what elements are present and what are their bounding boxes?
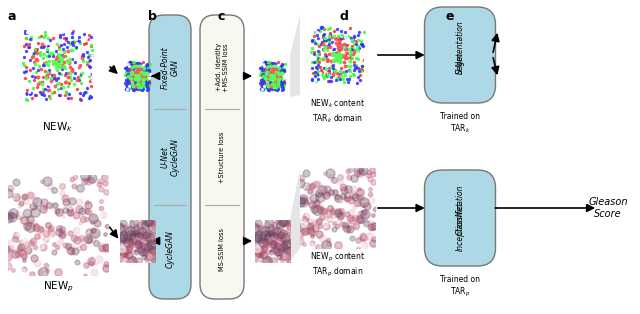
Text: Classification: Classification <box>456 185 465 235</box>
FancyBboxPatch shape <box>424 170 495 266</box>
Text: +Add. identity
+MS-SSIM loss: +Add. identity +MS-SSIM loss <box>216 43 228 92</box>
Text: Trained on
TAR$_p$: Trained on TAR$_p$ <box>440 275 480 299</box>
Text: Fixed-Point
GAN: Fixed-Point GAN <box>160 46 180 89</box>
Polygon shape <box>290 168 300 262</box>
Text: Trained on
TAR$_k$: Trained on TAR$_k$ <box>440 112 480 135</box>
Text: NEW$_k$: NEW$_k$ <box>42 120 74 134</box>
Text: Gleason
Score: Gleason Score <box>588 197 628 219</box>
Text: NEW$_p$ content
TAR$_p$ domain: NEW$_p$ content TAR$_p$ domain <box>310 251 365 279</box>
Text: e: e <box>445 10 454 23</box>
Text: MS-SSIM loss: MS-SSIM loss <box>219 228 225 271</box>
Text: +Structure loss: +Structure loss <box>219 131 225 183</box>
Text: NEW$_p$: NEW$_p$ <box>42 280 74 295</box>
Text: CycleGAN: CycleGAN <box>166 230 175 268</box>
Polygon shape <box>290 15 300 97</box>
Text: a: a <box>8 10 17 23</box>
Text: NEW$_k$ content
TAR$_k$ domain: NEW$_k$ content TAR$_k$ domain <box>310 98 365 125</box>
Text: b: b <box>148 10 157 23</box>
Text: U-Net
CycleGAN: U-Net CycleGAN <box>160 138 180 176</box>
FancyBboxPatch shape <box>149 15 191 299</box>
Text: d: d <box>340 10 349 23</box>
FancyBboxPatch shape <box>424 7 495 103</box>
Text: U-Net: U-Net <box>456 52 465 74</box>
Text: Segmentation: Segmentation <box>456 20 465 74</box>
Text: c: c <box>218 10 225 23</box>
Text: InceptionNet: InceptionNet <box>456 202 465 251</box>
FancyBboxPatch shape <box>200 15 244 299</box>
